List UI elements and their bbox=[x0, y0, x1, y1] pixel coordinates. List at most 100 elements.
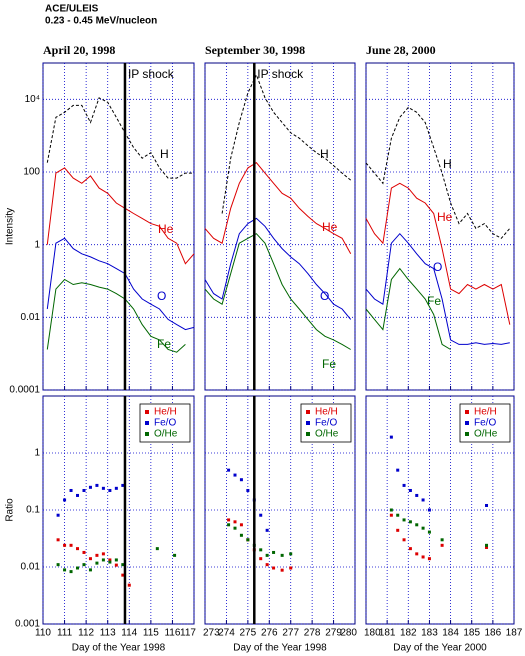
point bbox=[389, 508, 393, 512]
legend-label: He/H bbox=[474, 407, 497, 418]
point bbox=[239, 478, 243, 482]
point bbox=[127, 583, 131, 587]
x-tick-label: 186 bbox=[485, 628, 502, 639]
point bbox=[402, 538, 406, 542]
plot-frame bbox=[42, 62, 195, 391]
shock-label: IP shock bbox=[257, 67, 304, 81]
y-tick-label: 100 bbox=[23, 167, 40, 178]
x-tick-label: 182 bbox=[400, 628, 417, 639]
legend-marker bbox=[465, 432, 469, 436]
point bbox=[101, 552, 105, 556]
point bbox=[82, 488, 86, 492]
point bbox=[233, 473, 237, 477]
header-title: ACE/ULEIS bbox=[45, 4, 99, 15]
point bbox=[259, 513, 263, 517]
point bbox=[101, 486, 105, 490]
series-label: Fe bbox=[322, 357, 336, 371]
point bbox=[415, 552, 419, 556]
x-tick-label: 114 bbox=[121, 628, 137, 639]
series-line bbox=[46, 97, 194, 179]
point bbox=[233, 520, 237, 524]
x-axis-label: Day of the Year 1998 bbox=[72, 643, 166, 654]
point bbox=[56, 513, 60, 517]
point bbox=[227, 523, 231, 527]
chart-title: September 30, 1998 bbox=[205, 43, 305, 57]
point bbox=[108, 560, 112, 564]
y-tick-label: 0.0001 bbox=[9, 385, 40, 396]
legend-label: Fe/O bbox=[154, 418, 176, 429]
point bbox=[69, 570, 73, 574]
point bbox=[95, 553, 99, 557]
x-tick-label: 279 bbox=[325, 628, 342, 639]
point bbox=[56, 563, 60, 567]
point bbox=[265, 553, 269, 557]
point bbox=[265, 563, 269, 567]
point bbox=[280, 568, 284, 572]
series-label: O bbox=[157, 289, 166, 303]
point bbox=[421, 526, 425, 530]
point bbox=[76, 547, 80, 551]
point bbox=[233, 526, 237, 530]
series-line bbox=[365, 232, 510, 345]
x-tick-label: 278 bbox=[304, 628, 321, 639]
plot-frame bbox=[204, 62, 356, 391]
point bbox=[408, 488, 412, 492]
point bbox=[485, 543, 489, 547]
x-axis-label: Day of the Year 1998 bbox=[233, 643, 327, 654]
legend-label: He/H bbox=[315, 407, 338, 418]
series-line bbox=[46, 167, 195, 265]
x-tick-label: 274 bbox=[218, 628, 235, 639]
point bbox=[421, 555, 425, 559]
point bbox=[246, 538, 250, 542]
series-label: H bbox=[443, 157, 452, 171]
point bbox=[227, 468, 231, 472]
point bbox=[389, 513, 393, 517]
point bbox=[408, 520, 412, 524]
point bbox=[272, 566, 276, 570]
point bbox=[259, 548, 263, 552]
legend-marker bbox=[465, 421, 469, 425]
point bbox=[272, 550, 276, 554]
point bbox=[485, 503, 489, 507]
point bbox=[227, 518, 231, 522]
point bbox=[82, 550, 86, 554]
point bbox=[114, 486, 118, 490]
series-line bbox=[46, 278, 186, 353]
point bbox=[396, 528, 400, 532]
point bbox=[95, 483, 99, 487]
series-label: Fe bbox=[157, 337, 171, 351]
series-label: He bbox=[158, 222, 174, 236]
x-tick-label: 277 bbox=[282, 628, 299, 639]
y-tick-label: 10⁴ bbox=[25, 94, 40, 105]
point bbox=[246, 488, 250, 492]
point bbox=[408, 547, 412, 551]
point bbox=[88, 485, 92, 489]
point bbox=[396, 513, 400, 517]
series-label: He bbox=[322, 220, 338, 234]
point bbox=[173, 553, 177, 557]
x-tick-label: 180 bbox=[364, 628, 381, 639]
x-tick-label: 185 bbox=[463, 628, 480, 639]
chart-title: June 28, 2000 bbox=[366, 43, 436, 57]
point bbox=[402, 518, 406, 522]
point bbox=[63, 543, 67, 547]
legend-label: He/H bbox=[154, 407, 177, 418]
y-tick-label: 0.001 bbox=[15, 619, 40, 630]
x-tick-label: 183 bbox=[421, 628, 438, 639]
point bbox=[108, 488, 112, 492]
legend-marker bbox=[145, 432, 149, 436]
x-tick-label: 113 bbox=[100, 628, 116, 639]
legend-label: O/He bbox=[474, 429, 498, 440]
point bbox=[239, 533, 243, 537]
x-axis-label: Day of the Year 2000 bbox=[393, 643, 487, 654]
series-line bbox=[204, 233, 351, 350]
point bbox=[280, 553, 284, 557]
point bbox=[239, 523, 243, 527]
x-tick-label: 181 bbox=[379, 628, 396, 639]
x-tick-label: 184 bbox=[442, 628, 459, 639]
point bbox=[440, 538, 444, 542]
legend-label: Fe/O bbox=[474, 418, 496, 429]
chart-title: April 20, 1998 bbox=[43, 43, 115, 57]
point bbox=[396, 468, 400, 472]
x-tick-label: 276 bbox=[261, 628, 278, 639]
